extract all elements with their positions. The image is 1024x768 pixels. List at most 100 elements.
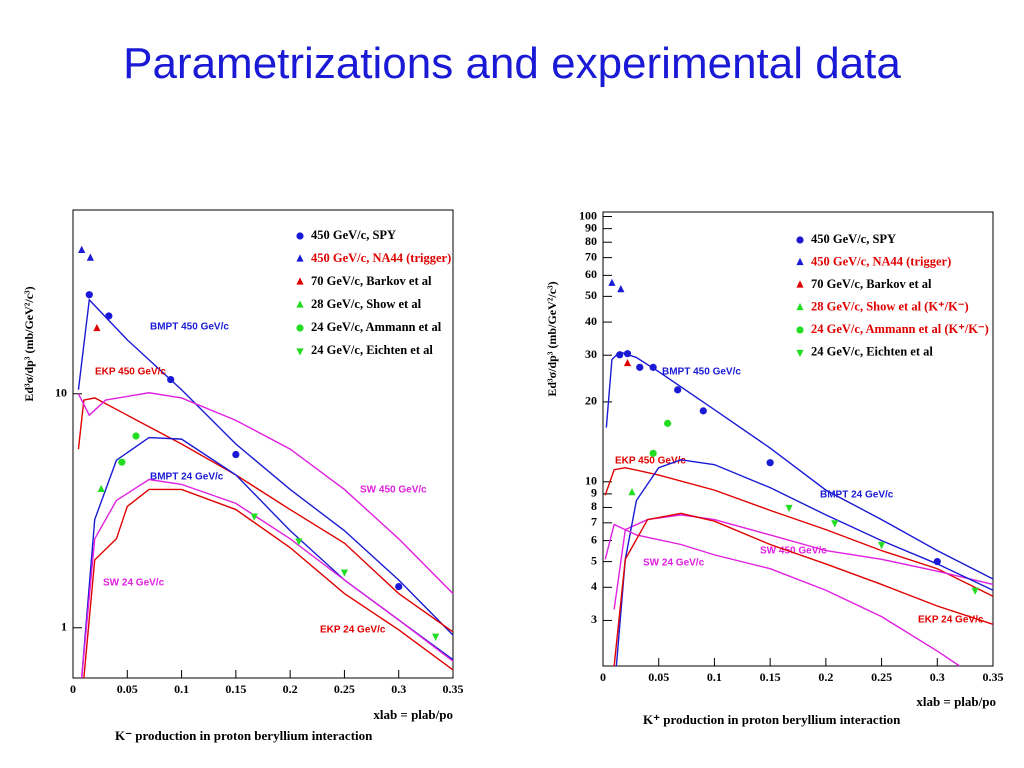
x-tick-label: 0.1 bbox=[707, 670, 722, 684]
legend-label: 70 GeV/c, Barkov et al bbox=[811, 277, 932, 291]
data-point bbox=[649, 449, 657, 457]
y-tick-label: 7 bbox=[591, 515, 597, 529]
legend-marker bbox=[796, 326, 804, 334]
y-tick-label: 8 bbox=[591, 499, 597, 513]
legend-label: 70 GeV/c, Barkov et al bbox=[311, 274, 432, 288]
x-axis-label: xlab = plab/po bbox=[373, 707, 453, 722]
data-point bbox=[766, 459, 774, 467]
data-point bbox=[432, 633, 440, 641]
x-tick-label: 0.35 bbox=[443, 682, 464, 696]
data-point bbox=[933, 557, 941, 566]
data-point bbox=[971, 587, 979, 595]
curve-label: SW 24 GeV/c bbox=[103, 578, 165, 589]
curve-label: SW 450 GeV/c bbox=[760, 546, 827, 557]
x-tick-label: 0.25 bbox=[334, 682, 355, 696]
data-point bbox=[785, 504, 793, 513]
x-tick-label: 0.05 bbox=[648, 670, 669, 684]
x-tick-label: 0.2 bbox=[818, 670, 833, 684]
y-axis-label: Ed³σ/dp³ (mb/GeV²/c³) bbox=[545, 281, 559, 396]
model-curve bbox=[83, 488, 454, 679]
y-tick-label: 5 bbox=[591, 553, 597, 567]
data-point bbox=[132, 432, 140, 440]
legend-label: 24 GeV/c, Eichten et al bbox=[811, 344, 933, 358]
legend-marker bbox=[796, 236, 804, 244]
slide-title: Parametrizations and experimental data bbox=[0, 38, 1024, 90]
legend-label: 24 GeV/c, Eichten et al bbox=[311, 343, 433, 357]
data-point bbox=[699, 407, 707, 415]
data-point bbox=[608, 278, 616, 286]
title-text: Parametrizations and experimental data bbox=[123, 39, 901, 88]
data-point bbox=[664, 419, 672, 427]
y-tick-label: 1 bbox=[61, 620, 67, 634]
legend-label: 450 GeV/c, SPY bbox=[811, 232, 896, 246]
caption: K⁺ production in proton beryllium intera… bbox=[643, 712, 901, 727]
y-tick-label: 30 bbox=[585, 347, 597, 361]
legend-marker bbox=[796, 257, 804, 266]
data-point bbox=[674, 386, 682, 394]
plot-frame bbox=[72, 209, 454, 679]
curve-label: EKP 450 GeV/c bbox=[95, 367, 166, 378]
y-tick-label: 10 bbox=[585, 474, 597, 488]
x-tick-label: 0 bbox=[600, 670, 606, 684]
x-axis-label: xlab = plab/po bbox=[916, 694, 996, 709]
data-point bbox=[831, 520, 839, 528]
legend-label: 450 GeV/c, NA44 (trigger) bbox=[811, 254, 951, 268]
x-tick-label: 0.15 bbox=[225, 682, 246, 696]
curve-label: BMPT 450 GeV/c bbox=[662, 367, 741, 378]
legend-marker bbox=[296, 300, 304, 308]
curve-label: EKP 450 GeV/c bbox=[615, 456, 686, 467]
x-tick-label: 0.15 bbox=[760, 670, 781, 684]
data-point bbox=[78, 245, 86, 253]
legend-marker bbox=[796, 280, 804, 288]
data-point bbox=[617, 285, 625, 293]
y-tick-label: 4 bbox=[591, 579, 597, 593]
y-tick-label: 9 bbox=[591, 486, 597, 500]
caption: K⁻ production in proton beryllium intera… bbox=[115, 728, 373, 743]
legend-marker bbox=[296, 324, 304, 332]
data-point bbox=[86, 253, 94, 261]
legend-marker bbox=[296, 254, 304, 262]
data-point bbox=[93, 323, 101, 332]
x-tick-label: 0 bbox=[70, 682, 76, 696]
data-point bbox=[623, 350, 632, 358]
curve-label: BMPT 24 GeV/c bbox=[820, 490, 894, 501]
legend-marker bbox=[796, 302, 804, 311]
curve-label: EKP 24 GeV/c bbox=[918, 615, 984, 626]
data-point bbox=[97, 484, 105, 493]
x-tick-label: 0.3 bbox=[930, 670, 945, 684]
curve-label: BMPT 24 GeV/c bbox=[150, 472, 224, 483]
plot-frame bbox=[602, 211, 994, 667]
x-tick-label: 0.35 bbox=[983, 670, 1004, 684]
legend-marker bbox=[296, 232, 304, 240]
data-point bbox=[649, 363, 657, 371]
y-tick-label: 70 bbox=[585, 249, 597, 263]
y-tick-label: 3 bbox=[591, 612, 597, 626]
y-tick-label: 6 bbox=[591, 532, 597, 546]
model-curve bbox=[604, 466, 994, 597]
model-curve bbox=[77, 397, 454, 633]
data-point bbox=[232, 450, 240, 459]
curve-label: SW 450 GeV/c bbox=[360, 485, 427, 496]
legend-label: 450 GeV/c, SPY bbox=[311, 228, 396, 242]
data-point bbox=[877, 541, 886, 550]
data-point bbox=[636, 363, 644, 371]
x-tick-label: 0.2 bbox=[283, 682, 298, 696]
data-point bbox=[616, 351, 624, 359]
x-tick-label: 0.05 bbox=[117, 682, 138, 696]
data-point bbox=[85, 291, 93, 299]
legend-label: 28 GeV/c, Show et al bbox=[311, 297, 422, 311]
curve-label: SW 24 GeV/c bbox=[643, 558, 705, 569]
y-tick-label: 40 bbox=[585, 314, 597, 328]
data-point bbox=[118, 458, 126, 466]
legend-marker bbox=[796, 349, 804, 358]
data-point bbox=[250, 513, 258, 521]
y-tick-label: 50 bbox=[585, 288, 597, 302]
model-curve bbox=[80, 478, 454, 679]
y-axis-label: Ed³σ/dp³ (mb/GeV²/c³) bbox=[22, 286, 36, 401]
data-point bbox=[340, 569, 349, 577]
y-tick-label: 10 bbox=[55, 386, 67, 400]
x-tick-label: 0.1 bbox=[174, 682, 189, 696]
model-curve bbox=[77, 298, 454, 636]
